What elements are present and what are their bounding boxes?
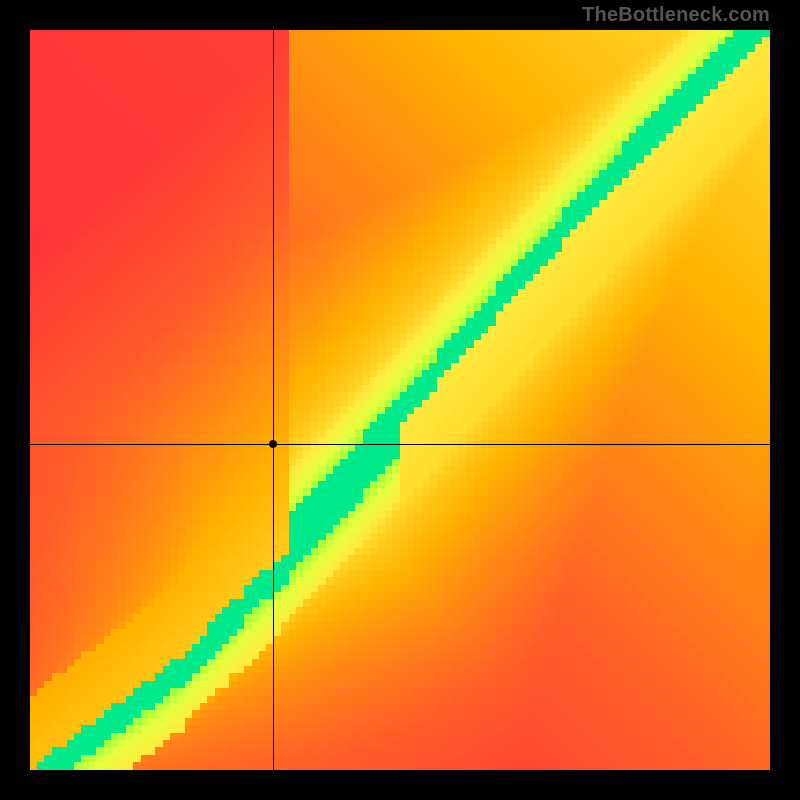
crosshair-point	[269, 440, 277, 448]
heatmap-canvas	[30, 30, 770, 770]
chart-container: TheBottleneck.com	[0, 0, 800, 800]
watermark-text: TheBottleneck.com	[582, 4, 770, 27]
crosshair-vertical	[273, 30, 274, 770]
plot-area	[30, 30, 770, 770]
crosshair-horizontal	[30, 444, 770, 445]
